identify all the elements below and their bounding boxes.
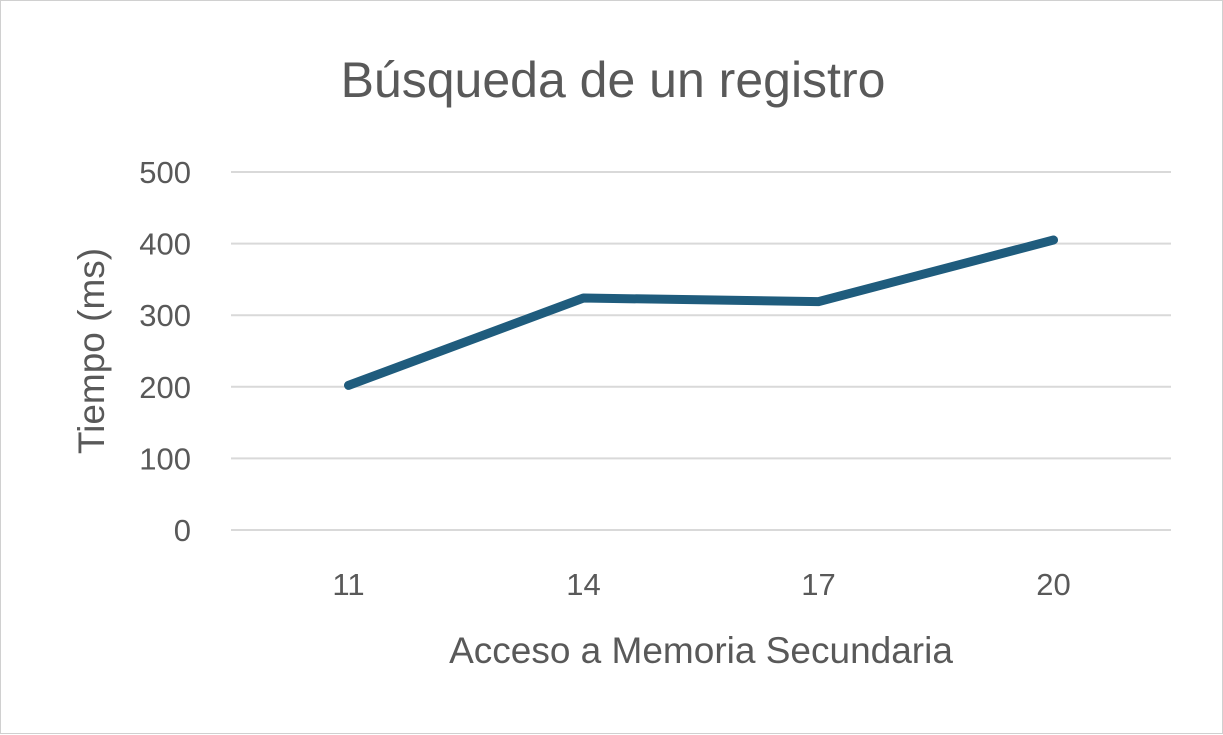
- y-tick-label: 0: [174, 513, 191, 548]
- y-axis-tick-labels: 0 100 200 300 400 500: [139, 155, 191, 548]
- y-axis-title: Tiempo (ms): [71, 248, 112, 454]
- gridlines: [231, 171, 1171, 531]
- y-tick-label: 200: [139, 370, 191, 405]
- y-tick-label: 100: [139, 441, 191, 476]
- chart-title: Búsqueda de un registro: [341, 52, 886, 108]
- x-axis-tick-labels: 11 14 17 20: [332, 567, 1070, 602]
- x-tick-label: 14: [566, 567, 600, 602]
- y-tick-label: 300: [139, 298, 191, 333]
- x-axis-title: Acceso a Memoria Secundaria: [449, 630, 953, 671]
- y-tick-label: 500: [139, 155, 191, 190]
- series-lines: [344, 235, 1058, 390]
- x-tick-label: 17: [801, 567, 835, 602]
- x-tick-label: 11: [332, 567, 364, 602]
- y-tick-label: 400: [139, 227, 191, 262]
- x-tick-label: 20: [1036, 567, 1070, 602]
- series-line-0: [344, 235, 1058, 390]
